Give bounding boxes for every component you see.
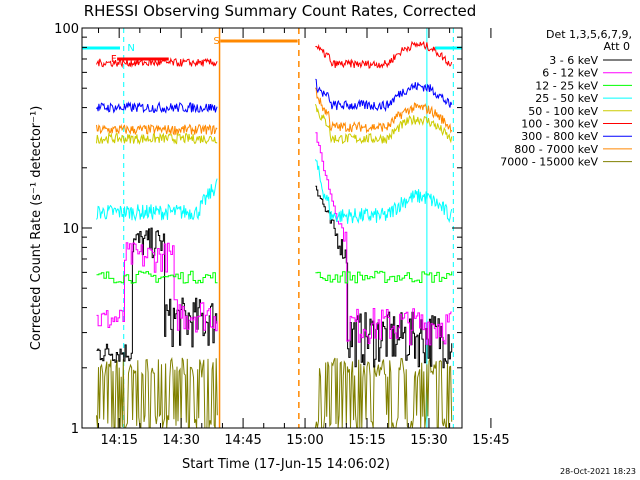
chart-title: RHESSI Observing Summary Count Rates, Co…	[84, 2, 477, 20]
x-tick-label: 14:45	[224, 433, 261, 448]
legend-label: 6 - 12 keV	[542, 67, 598, 80]
legend-label: 3 - 6 keV	[549, 54, 598, 67]
x-tick-label: 15:00	[286, 433, 323, 448]
legend-label: 12 - 25 keV	[535, 79, 598, 92]
axis-ticks: 1 10 100 14:15 14:30 14:45 15:00 15:15 15:30 15:4…	[54, 22, 509, 448]
x-tick-label: 15:45	[472, 433, 509, 448]
flag-label-saa: S	[213, 36, 219, 47]
series-line	[96, 132, 452, 346]
x-tick-label: 14:15	[100, 433, 137, 448]
flag-label-night: N	[127, 43, 134, 54]
legend-header-detectors: Det 1,3,5,6,7,9,	[546, 28, 632, 41]
legend-label: 50 - 100 keV	[528, 105, 598, 118]
series-line	[96, 40, 453, 69]
y-axis-label: Corrected Count Rate (s⁻¹ detector⁻¹)	[29, 106, 44, 351]
x-axis-label: Start Time (17-Jun-15 14:06:02)	[182, 457, 390, 472]
y-tick-label: 10	[62, 222, 79, 237]
timestamp: 28-Oct-2021 18:23	[560, 467, 636, 476]
x-tick-label: 14:30	[162, 433, 199, 448]
series-line	[96, 87, 453, 136]
legend-label: 100 - 300 keV	[521, 118, 598, 131]
y-tick-label: 100	[54, 22, 79, 37]
series-line	[96, 159, 453, 224]
legend-label: 300 - 800 keV	[521, 130, 598, 143]
y-tick-label: 1	[71, 422, 79, 437]
series-line	[96, 270, 453, 284]
series-line	[96, 103, 453, 145]
legend-label: 25 - 50 keV	[535, 92, 598, 105]
legend-header-attenuator: Att 0	[604, 40, 630, 53]
flag-label-flare: F	[111, 54, 117, 65]
plot-area: NF S	[82, 28, 462, 429]
x-tick-label: 15:15	[348, 433, 385, 448]
x-tick-label: 15:30	[410, 433, 447, 448]
legend-label: 7000 - 15000 keV	[500, 156, 598, 169]
legend-label: 800 - 7000 keV	[514, 143, 598, 156]
series-line	[96, 78, 453, 114]
